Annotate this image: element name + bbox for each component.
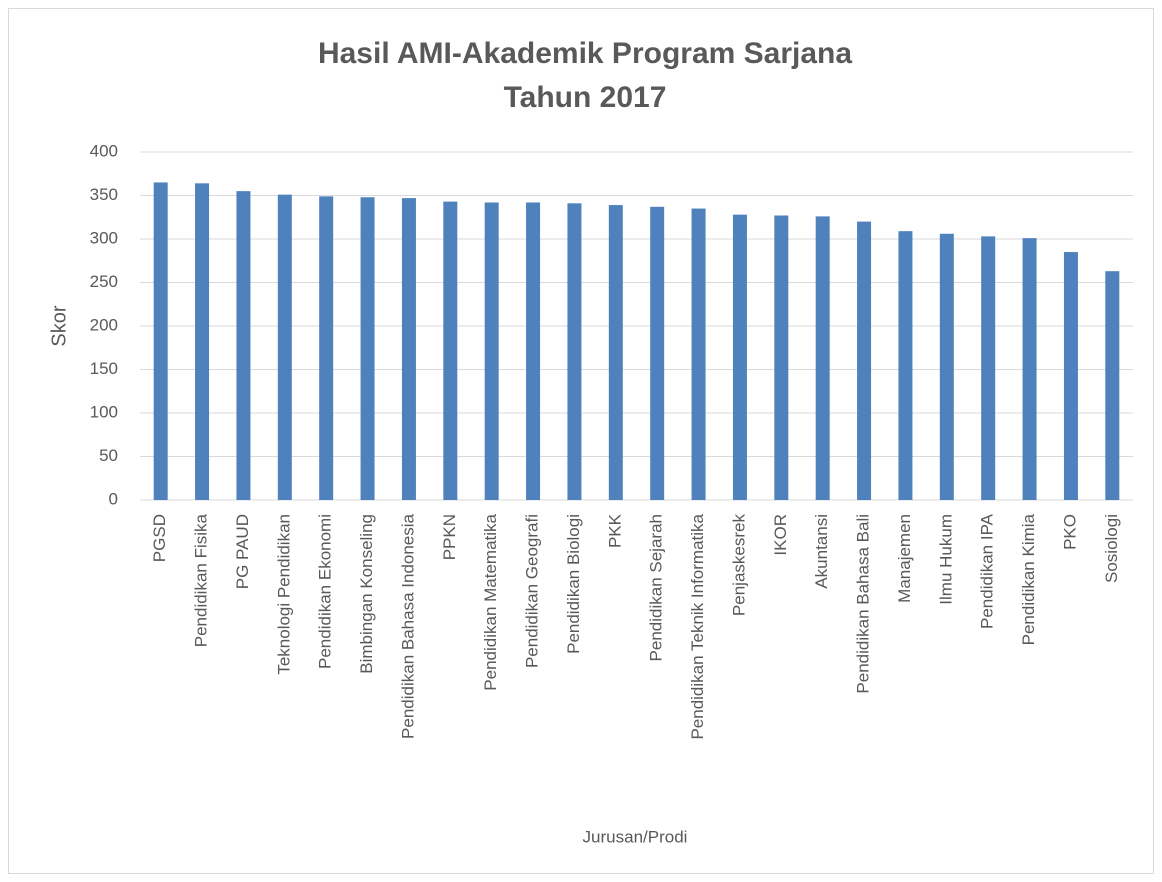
x-tick-label: PPKN xyxy=(440,514,459,560)
bar xyxy=(608,205,623,500)
x-tick-label: Pendidikan Bahasa Bali xyxy=(854,514,873,694)
y-axis-label: Skor xyxy=(48,305,70,346)
x-tick-label: Pendidikan Kimia xyxy=(1019,513,1038,645)
bar xyxy=(401,198,416,501)
x-tick-label: Pendidikan Bahasa Indonesia xyxy=(398,513,417,738)
y-tick-label: 100 xyxy=(90,402,118,421)
x-tick-label: Penjaskesrek xyxy=(729,514,748,617)
chart-title: Tahun 2017 xyxy=(504,81,667,114)
x-tick-label: Pendidikan Geografi xyxy=(523,514,542,668)
bar xyxy=(1105,271,1120,500)
x-axis-label: Jurusan/Prodi xyxy=(583,827,688,846)
x-tick-label: PKK xyxy=(605,513,624,548)
bar xyxy=(277,194,292,500)
x-tick-label: Pendidikan Ekonomi xyxy=(316,514,335,669)
bar xyxy=(153,182,168,500)
bar xyxy=(567,203,582,500)
y-tick-label: 0 xyxy=(109,489,118,508)
x-tick-label: PKO xyxy=(1060,514,1079,550)
y-tick-label: 200 xyxy=(90,315,118,334)
y-tick-label: 300 xyxy=(90,228,118,247)
y-tick-label: 400 xyxy=(90,141,118,160)
x-tick-label: Pendidikan Matematika xyxy=(481,513,500,690)
y-tick-label: 350 xyxy=(90,185,118,204)
y-tick-label: 50 xyxy=(99,446,118,465)
x-tick-label: Pendidikan Sejarah xyxy=(647,514,666,661)
x-tick-label: Pendidikan Fisika xyxy=(192,513,211,647)
x-tick-label: Ilmu Hukum xyxy=(936,514,955,605)
bar xyxy=(774,215,789,500)
bar xyxy=(857,221,872,500)
x-tick-label: Akuntansi xyxy=(812,514,831,589)
bar xyxy=(732,214,747,500)
x-tick-label: Pendidikan Biologi xyxy=(564,514,583,654)
bar xyxy=(526,202,541,500)
x-tick-label: Sosiologi xyxy=(1102,514,1121,583)
bar xyxy=(443,201,458,500)
x-tick-label: Bimbingan Konseling xyxy=(357,514,376,674)
y-tick-label: 150 xyxy=(90,359,118,378)
x-tick-label: IKOR xyxy=(771,514,790,556)
x-tick-label: Pendidikan IPA xyxy=(978,513,997,629)
bar xyxy=(360,197,375,501)
y-tick-label: 250 xyxy=(90,272,118,291)
bar xyxy=(691,208,706,501)
x-tick-label: Pendidikan Teknik Informatika xyxy=(688,513,707,739)
bar xyxy=(319,196,334,500)
bar xyxy=(650,206,665,500)
bar xyxy=(195,183,210,500)
bar xyxy=(939,233,954,500)
x-tick-label: PGSD xyxy=(150,514,169,562)
bar xyxy=(1063,252,1078,500)
x-tick-label: Manajemen xyxy=(895,514,914,603)
bar xyxy=(898,231,913,501)
bar xyxy=(815,216,830,500)
chart-title: Hasil AMI-Akademik Program Sarjana xyxy=(318,37,852,70)
x-tick-label: Teknologi Pendidikan xyxy=(274,514,293,675)
bar xyxy=(981,236,996,500)
bar xyxy=(1022,238,1037,500)
bar xyxy=(236,191,251,500)
x-tick-label: PG PAUD xyxy=(233,514,252,589)
bar xyxy=(484,202,499,500)
